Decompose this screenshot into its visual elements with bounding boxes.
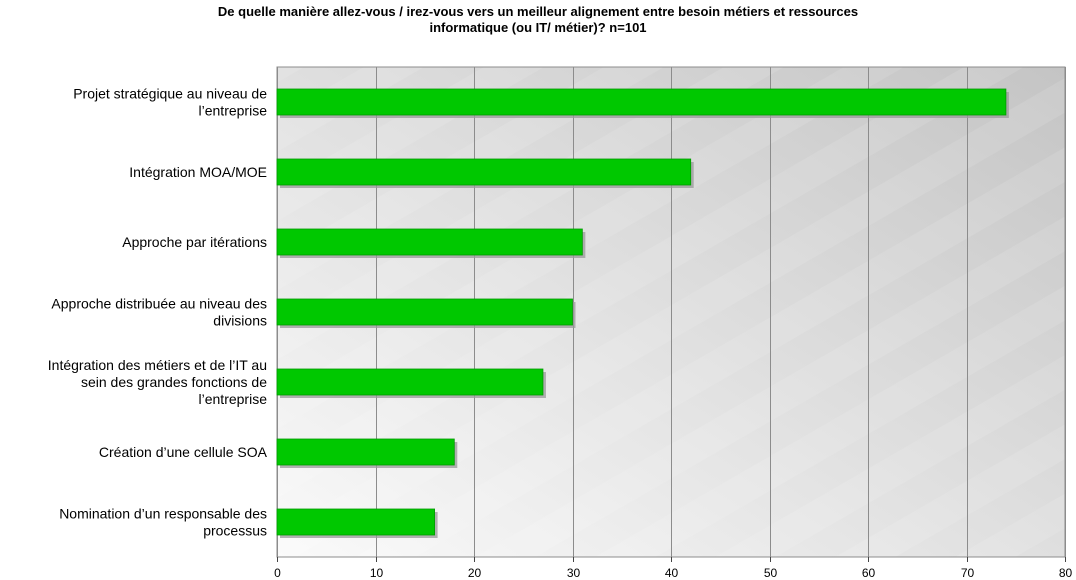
chart-title: De quelle manière allez-vous / irez-vous…: [0, 4, 1076, 36]
category-label-4-line-2: l’entreprise: [199, 391, 268, 407]
category-label-0-line-1: l’entreprise: [199, 103, 268, 119]
category-label-3-line-0: Approche distribuée au niveau des: [51, 296, 267, 312]
category-label-4-line-1: sein des grandes fonctions de: [81, 374, 267, 390]
x-tick-label-3: 30: [567, 566, 581, 580]
category-label-5: Création d’une cellule SOA: [99, 444, 268, 460]
category-label-1: Intégration MOA/MOE: [129, 164, 267, 180]
category-label-4-line-0: Intégration des métiers et de l’IT au: [48, 357, 267, 373]
category-label-0-line-0: Projet stratégique au niveau de: [73, 86, 267, 102]
category-labels: Projet stratégique au niveau de l’entrepr…: [48, 86, 268, 539]
category-label-6: Nomination d’un responsable des processus: [59, 506, 267, 539]
category-label-2-line-0: Approche par itérations: [122, 234, 267, 250]
bar-5: [276, 438, 455, 466]
category-label-3-line-1: divisions: [213, 313, 267, 329]
x-axis-ticks: 0 10 20 30 40 50 60 70 80: [274, 566, 1072, 580]
bar-6: [276, 508, 436, 536]
x-tick-label-2: 20: [468, 566, 482, 580]
x-tick-label-5: 50: [764, 566, 778, 580]
bar-0: [276, 88, 1007, 116]
category-label-2: Approche par itérations: [122, 234, 267, 250]
bar-1: [276, 158, 692, 186]
x-tick-label-0: 0: [274, 566, 281, 580]
x-tick-label-6: 60: [862, 566, 876, 580]
x-tick-label-7: 70: [961, 566, 975, 580]
bars: [276, 88, 1009, 538]
category-label-4: Intégration des métiers et de l’IT au sei…: [48, 357, 267, 407]
x-tick-label-8: 80: [1059, 566, 1073, 580]
bar-4: [276, 368, 544, 396]
category-label-0: Projet stratégique au niveau de l’entrepr…: [73, 86, 267, 119]
category-label-6-line-1: processus: [203, 523, 267, 539]
category-label-3: Approche distribuée au niveau des divisio…: [51, 296, 267, 329]
bar-3: [276, 298, 573, 326]
chart-title-line-2: informatique (ou IT/ métier)? n=101: [429, 20, 647, 35]
x-tick-label-4: 40: [665, 566, 679, 580]
category-label-6-line-0: Nomination d’un responsable des: [59, 506, 267, 522]
bar-2: [276, 228, 583, 256]
category-label-1-line-0: Intégration MOA/MOE: [129, 164, 267, 180]
x-tick-label-1: 10: [370, 566, 384, 580]
category-label-5-line-0: Création d’une cellule SOA: [99, 444, 268, 460]
chart-title-line-1: De quelle manière allez-vous / irez-vous…: [217, 4, 859, 19]
